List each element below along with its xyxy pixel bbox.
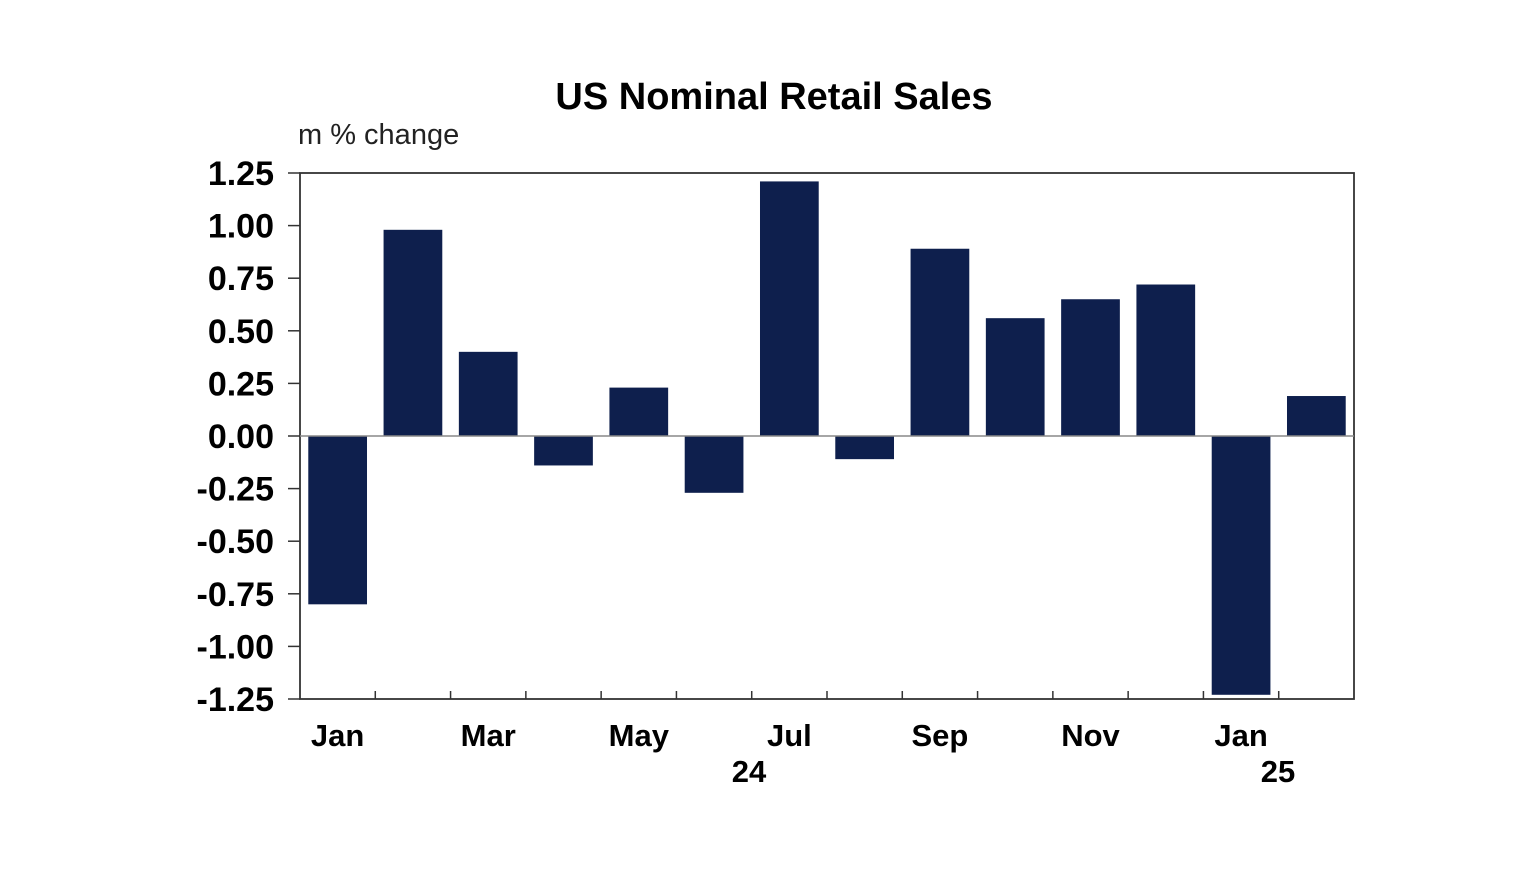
y-tick-label: -0.25 bbox=[197, 471, 275, 509]
y-axis-labels: 1.25 1.00 0.75 0.50 0.25 0.00 -0.25 -0.50 -0.75 -… bbox=[197, 155, 275, 719]
y-tick-label: 0.50 bbox=[208, 313, 274, 351]
unit-label: m % change bbox=[298, 119, 459, 151]
x-tick-label: Jan bbox=[1214, 718, 1267, 753]
bar-mar-24 bbox=[458, 351, 518, 436]
bars bbox=[308, 181, 1346, 695]
y-tick-label: 1.00 bbox=[208, 208, 274, 246]
bar-nov-24 bbox=[1061, 299, 1120, 436]
year-label: 25 bbox=[1261, 754, 1295, 789]
y-tick-label: 0.25 bbox=[208, 365, 274, 403]
bar-feb-25 bbox=[1286, 396, 1346, 436]
year-labels: 24 25 bbox=[732, 754, 1295, 789]
x-tick-label: Nov bbox=[1061, 718, 1120, 753]
x-axis-labels: Jan Mar May Jul Sep Nov Jan bbox=[311, 718, 1268, 753]
bar-sep-24 bbox=[910, 248, 970, 436]
chart-title: US Nominal Retail Sales bbox=[555, 76, 992, 118]
x-axis-ticks bbox=[374, 691, 1280, 699]
y-tick-label: 0.00 bbox=[208, 418, 274, 456]
y-axis-ticks bbox=[288, 172, 300, 700]
bar-jan-24 bbox=[308, 436, 368, 605]
bar-jul-24 bbox=[759, 181, 819, 436]
x-tick-label: Jul bbox=[767, 718, 812, 753]
bar-jun-24 bbox=[684, 436, 744, 493]
bar-oct-24 bbox=[985, 318, 1045, 436]
x-tick-label: Mar bbox=[461, 718, 516, 753]
bar-apr-24 bbox=[534, 436, 593, 466]
y-tick-label: -0.75 bbox=[197, 576, 275, 614]
y-tick-label: -1.25 bbox=[197, 681, 275, 719]
y-tick-label: -0.50 bbox=[197, 523, 275, 561]
x-tick-label: May bbox=[609, 718, 670, 753]
x-tick-label: Jan bbox=[311, 718, 364, 753]
bar-feb-24 bbox=[383, 229, 443, 436]
bar-may-24 bbox=[609, 387, 669, 436]
bar-jan-25 bbox=[1211, 436, 1271, 695]
x-tick-label: Sep bbox=[911, 718, 968, 753]
bar-aug-24 bbox=[835, 436, 895, 460]
y-tick-label: 0.75 bbox=[208, 260, 274, 298]
year-label: 24 bbox=[732, 754, 767, 789]
y-tick-label: 1.25 bbox=[208, 155, 274, 193]
y-tick-label: -1.00 bbox=[197, 628, 275, 666]
bar-dec-24 bbox=[1136, 284, 1196, 436]
